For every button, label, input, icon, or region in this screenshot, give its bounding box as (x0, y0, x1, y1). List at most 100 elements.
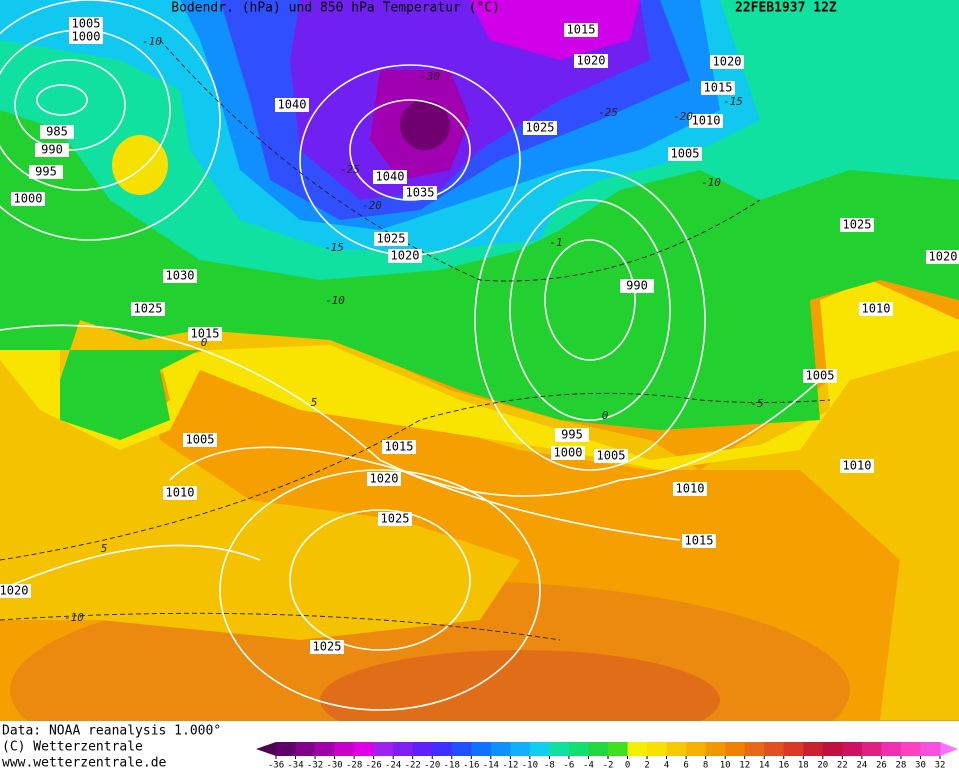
colorbar-swatch (666, 742, 687, 756)
footer-copyright: (C) Wetterzentrale (2, 740, 143, 755)
colorbar-label: -36 (268, 761, 284, 770)
isotherm-label: -20 (673, 110, 693, 123)
footer-data: Data: NOAA reanalysis 1.000° (2, 724, 221, 739)
isobar-label-bg (859, 302, 893, 316)
colorbar-label: -14 (483, 761, 499, 770)
isobar-label: 1005 (806, 369, 835, 383)
colorbar-label: -20 (424, 761, 440, 770)
isobar-label-bg (803, 369, 837, 383)
isobar-label: 1000 (14, 192, 43, 206)
colorbar-swatch (354, 742, 375, 756)
isobar-label-bg (40, 125, 74, 139)
isobar-label: 995 (561, 428, 583, 442)
colorbar-swatch (276, 742, 297, 756)
isobar-label-bg (367, 472, 401, 486)
isobar-label-bg (131, 302, 165, 316)
isobar-label-bg (382, 440, 416, 454)
isotherm-label: -10 (325, 294, 345, 307)
colorbar-label: 16 (778, 761, 789, 770)
isobar-label-bg (620, 279, 654, 293)
isobar-label: 1005 (72, 17, 101, 31)
colorbar-arrow (256, 742, 276, 756)
isotherm-label: -20 (362, 199, 382, 212)
colorbar-swatch (803, 742, 824, 756)
isobar-label-bg (682, 534, 716, 548)
colorbar-swatch (744, 742, 765, 756)
isobar-label: 1020 (713, 55, 742, 69)
isobar-label-bg (668, 147, 702, 161)
isobar-label: 1005 (597, 449, 626, 463)
colorbar-swatch (451, 742, 472, 756)
colorbar-swatch (412, 742, 433, 756)
isobar-label: 1025 (313, 640, 342, 654)
isobar-label: 1020 (929, 250, 958, 264)
isobar-label: 1015 (685, 534, 714, 548)
isobar-label: 1010 (862, 302, 891, 316)
isobar-label: 1000 (72, 30, 101, 44)
colorbar-label: 4 (664, 761, 669, 770)
isotherm-label: 5 (311, 396, 318, 409)
colorbar-swatch (686, 742, 707, 756)
isobar-label: 1030 (166, 269, 195, 283)
isotherm-label: -15 (723, 95, 743, 108)
isobar-label-bg (183, 433, 217, 447)
isobar-label: 1015 (704, 81, 733, 95)
isobar-label-bg (926, 250, 959, 264)
isotherm-label: 0 (201, 336, 208, 349)
isobar-label: 1020 (0, 584, 28, 598)
isotherm-label: -10 (142, 35, 162, 48)
colorbar-swatch (920, 742, 941, 756)
isobar-label: 1040 (376, 170, 405, 184)
isotherm-label: -25 (340, 163, 360, 176)
colorbar-label: 2 (644, 761, 649, 770)
isobar-label-bg (35, 143, 69, 157)
colorbar-swatch (764, 742, 785, 756)
isobar-label: 1020 (370, 472, 399, 486)
isobar-label: 1015 (191, 327, 220, 341)
isobar-label: 1025 (843, 218, 872, 232)
isobar-label: 1010 (843, 459, 872, 473)
colorbar-label: -16 (463, 761, 479, 770)
isobar-label-bg (555, 428, 589, 442)
colorbar-swatch (334, 742, 355, 756)
colorbar-label: -34 (287, 761, 303, 770)
colorbar-swatch (608, 742, 629, 756)
isobar-label-bg (701, 81, 735, 95)
isobar-label: 1025 (134, 302, 163, 316)
isobar-label: 1015 (385, 440, 414, 454)
colorbar-swatch (647, 742, 668, 756)
isotherm-label: -1 (549, 236, 562, 249)
colorbar-swatch (510, 742, 531, 756)
isotherm-label: -30 (420, 70, 440, 83)
colorbar-label: 20 (817, 761, 828, 770)
isobar-label-bg (374, 232, 408, 246)
isobar-label: 990 (41, 143, 63, 157)
colorbar-swatch (373, 742, 394, 756)
colorbar-swatch (568, 742, 589, 756)
colorbar-swatch (822, 742, 843, 756)
colorbar-swatch (490, 742, 511, 756)
isobar-label-bg (0, 584, 31, 598)
isobar-label: 1020 (391, 249, 420, 263)
colorbar-label: -22 (405, 761, 421, 770)
isobar-label-bg (388, 249, 422, 263)
isobar-label: 1025 (377, 232, 406, 246)
isobar-label-bg (564, 23, 598, 37)
isobar-label: 1015 (567, 23, 596, 37)
colorbar-label: 12 (739, 761, 750, 770)
isobar-label: 1010 (692, 114, 721, 128)
isobar-label-bg (403, 186, 437, 200)
colorbar-label: -12 (502, 761, 518, 770)
colorbar-label: 8 (703, 761, 708, 770)
isobar-label-bg (840, 218, 874, 232)
isobar-label-bg (673, 482, 707, 496)
isobar-label-bg (163, 269, 197, 283)
colorbar-label: 18 (798, 761, 809, 770)
isobar-label: 1025 (381, 512, 410, 526)
colorbar-label: -8 (544, 761, 555, 770)
isobar-label-bg (523, 121, 557, 135)
colorbar-label: -28 (346, 761, 362, 770)
isobar-label: 985 (46, 125, 68, 139)
colorbar-label: 22 (837, 761, 848, 770)
